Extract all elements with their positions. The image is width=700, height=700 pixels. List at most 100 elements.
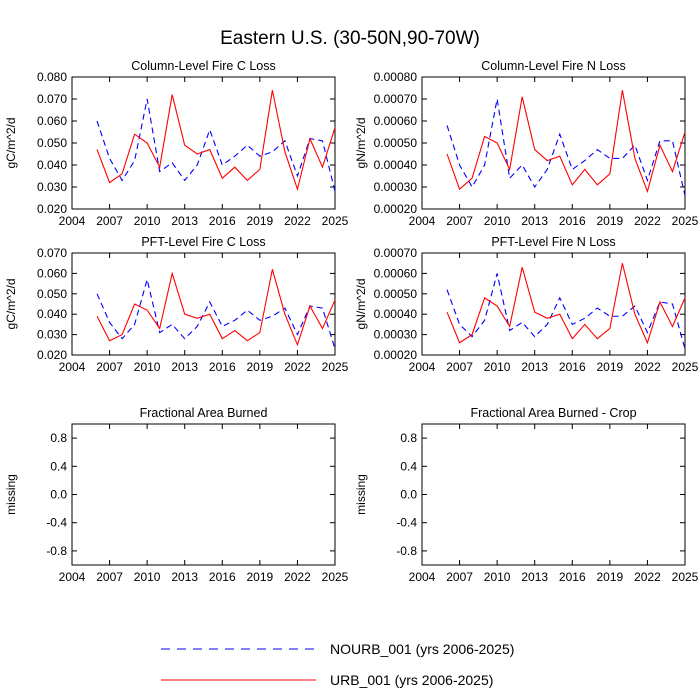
chart-panel-2: Column-Level Fire N Loss gN/m^2/d 2004 2007…: [354, 59, 699, 228]
x-tick-label: 2022: [284, 360, 311, 374]
plot-frame: [71, 76, 336, 210]
x-tick-label: 2016: [209, 214, 236, 228]
y-tick-label: 0.4: [400, 459, 417, 473]
y-tick-label: 0.00040: [374, 307, 418, 321]
x-tick-label: 2022: [634, 570, 661, 584]
x-tick-label: 2025: [322, 214, 349, 228]
plot-frame: [71, 252, 336, 356]
series-line-urb: [96, 269, 336, 347]
y-tick-label: 0.080: [37, 70, 67, 84]
panel-title: PFT-Level Fire C Loss: [141, 235, 265, 249]
x-tick-label: 2004: [409, 214, 436, 228]
panel-title: Column-Level Fire N Loss: [481, 59, 626, 73]
plot-frame: [421, 76, 686, 210]
x-tick-label: 2019: [247, 570, 274, 584]
plot-frame: [421, 252, 686, 356]
y-tick-label: 0.040: [37, 307, 67, 321]
y-tick-label: 0.00020: [374, 348, 418, 362]
series-line-nourb: [96, 98, 336, 192]
x-tick-label: 2007: [446, 360, 473, 374]
y-axis-label: gN/m^2/d: [354, 118, 368, 169]
x-tick-label: 2016: [209, 570, 236, 584]
series-line-nourb: [96, 279, 336, 350]
chart-panel-5: Fractional Area Burned missing 2004 2007 201…: [4, 406, 349, 584]
x-tick-label: 2019: [597, 214, 624, 228]
y-tick-label: 0.00050: [374, 287, 418, 301]
x-tick-label: 2010: [484, 360, 511, 374]
x-tick-label: 2007: [96, 570, 123, 584]
y-tick-label: 0.030: [37, 328, 67, 342]
x-tick-label: 2007: [446, 214, 473, 228]
y-axis-label: missing: [4, 474, 18, 515]
y-tick-label: 0.00050: [374, 136, 418, 150]
chart-panel-6: Fractional Area Burned - Crop missing 2004…: [354, 406, 699, 584]
series-line-nourb: [446, 273, 686, 350]
y-axis-label: gN/m^2/d: [354, 279, 368, 330]
x-tick-label: 2025: [672, 214, 699, 228]
y-tick-label: 0.00040: [374, 158, 418, 172]
y-tick-label: 0.8: [400, 431, 417, 445]
y-tick-label: 0.020: [37, 348, 67, 362]
y-tick-label: 0.040: [37, 158, 67, 172]
x-tick-label: 2025: [672, 360, 699, 374]
x-tick-label: 2004: [59, 570, 86, 584]
x-tick-label: 2007: [96, 360, 123, 374]
y-axis-label: gC/m^2/d: [4, 118, 18, 169]
y-tick-label: -0.4: [46, 516, 67, 530]
x-tick-label: 2004: [409, 360, 436, 374]
y-tick-label: 0.00030: [374, 328, 418, 342]
x-tick-label: 2004: [409, 570, 436, 584]
x-tick-label: 2022: [284, 214, 311, 228]
legend-label-2: URB_001 (yrs 2006-2025): [330, 672, 493, 688]
y-tick-label: -0.4: [396, 516, 417, 530]
y-tick-label: 0.050: [37, 287, 67, 301]
y-tick-label: 0.050: [37, 136, 67, 150]
x-tick-label: 2019: [247, 214, 274, 228]
x-tick-label: 2022: [634, 214, 661, 228]
x-tick-label: 2025: [672, 570, 699, 584]
x-tick-label: 2007: [446, 570, 473, 584]
y-tick-label: 0.8: [50, 431, 67, 445]
x-tick-label: 2010: [134, 570, 161, 584]
legend: NOURB_001 (yrs 2006-2025) URB_001 (yrs 20…: [161, 641, 514, 688]
y-tick-label: 0.00060: [374, 114, 418, 128]
x-tick-label: 2013: [171, 214, 198, 228]
series-line-urb: [446, 90, 686, 194]
y-tick-label: 0.0: [400, 488, 417, 502]
y-tick-label: 0.4: [50, 459, 67, 473]
chart-panel-3: PFT-Level Fire C Loss gC/m^2/d 2004 2007 201…: [4, 235, 349, 374]
x-tick-label: 2010: [134, 214, 161, 228]
x-tick-label: 2010: [484, 214, 511, 228]
x-tick-label: 2019: [597, 570, 624, 584]
y-tick-label: 0.00020: [374, 202, 418, 216]
y-tick-label: 0.070: [37, 92, 67, 106]
x-tick-label: 2025: [322, 360, 349, 374]
x-tick-label: 2016: [559, 214, 586, 228]
x-tick-label: 2004: [59, 214, 86, 228]
x-tick-label: 2022: [634, 360, 661, 374]
chart-panel-4: PFT-Level Fire N Loss gN/m^2/d 2004 2007 201…: [354, 235, 699, 374]
panel-title: PFT-Level Fire N Loss: [491, 235, 615, 249]
plot-frame: [71, 423, 336, 566]
x-tick-label: 2013: [521, 214, 548, 228]
y-tick-label: 0.00070: [374, 92, 418, 106]
x-tick-label: 2019: [247, 360, 274, 374]
y-tick-label: 0.020: [37, 202, 67, 216]
y-axis-label: missing: [354, 474, 368, 515]
x-tick-label: 2019: [597, 360, 624, 374]
x-tick-label: 2007: [96, 214, 123, 228]
y-axis-label: gC/m^2/d: [4, 279, 18, 330]
x-tick-label: 2022: [284, 570, 311, 584]
panel-title: Fractional Area Burned - Crop: [470, 406, 636, 420]
y-tick-label: 0.060: [37, 266, 67, 280]
x-tick-label: 2016: [209, 360, 236, 374]
y-tick-label: 0.030: [37, 180, 67, 194]
y-tick-label: -0.8: [46, 544, 67, 558]
y-tick-label: 0.00080: [374, 70, 418, 84]
panel-title: Fractional Area Burned: [140, 406, 268, 420]
series-line-urb: [96, 90, 336, 192]
y-tick-label: 0.00060: [374, 266, 418, 280]
x-tick-label: 2010: [484, 570, 511, 584]
x-tick-label: 2016: [559, 570, 586, 584]
x-tick-label: 2013: [521, 570, 548, 584]
